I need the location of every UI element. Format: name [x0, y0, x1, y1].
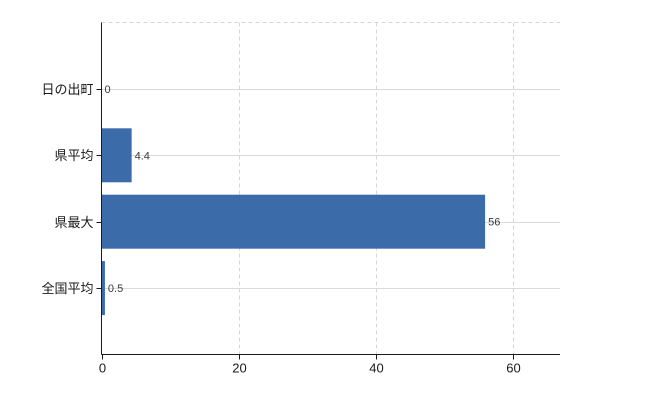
- value-label: 0.5: [108, 283, 123, 295]
- x-tick-label: 40: [369, 361, 383, 376]
- bar: [101, 128, 132, 183]
- bar: [101, 194, 486, 249]
- value-label: 56: [488, 217, 500, 229]
- x-tick-label: 0: [99, 361, 106, 376]
- value-label: 0: [105, 84, 111, 96]
- category-label: 日の出町: [41, 82, 93, 97]
- x-tick-label: 20: [232, 361, 246, 376]
- bar: [101, 261, 105, 316]
- x-tick-label: 60: [506, 361, 520, 376]
- category-label: 全国平均: [41, 281, 93, 296]
- category-label: 県平均: [54, 148, 93, 163]
- value-label: 4.4: [135, 150, 150, 162]
- category-label: 県最大: [54, 215, 93, 230]
